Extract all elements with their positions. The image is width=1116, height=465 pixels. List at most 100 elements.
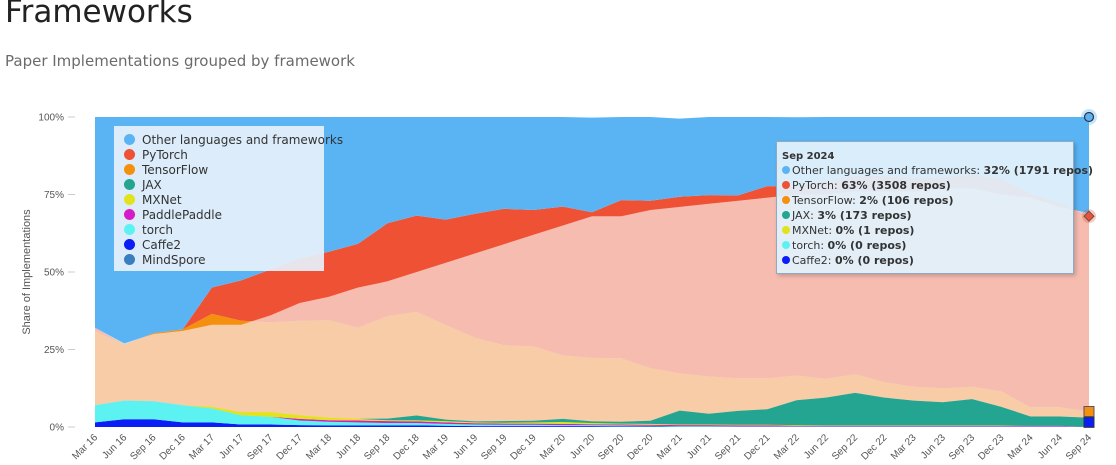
x-tick-label: Dec 18 — [392, 432, 422, 462]
legend-label: TensorFlow — [142, 163, 209, 177]
tooltip-row: Other languages and frameworks: 32% (179… — [782, 164, 1093, 177]
legend-swatch — [124, 254, 135, 265]
tooltip-row: TensorFlow: 2% (106 repos) — [782, 194, 954, 207]
x-tick-label: Mar 22 — [772, 432, 802, 462]
tooltip-row: PyTorch: 63% (3508 repos) — [782, 179, 951, 192]
x-tick-label: Dec 16 — [158, 432, 188, 462]
legend-item[interactable]: Other languages and frameworks — [124, 133, 343, 148]
x-tick-label: Jun 16 — [100, 432, 129, 461]
x-tick-label: Jun 19 — [451, 432, 480, 461]
tooltip-label: TensorFlow: — [792, 194, 860, 207]
x-tick-label: Sep 22 — [830, 432, 860, 462]
legend-item[interactable]: MindSpore — [124, 253, 206, 268]
y-tick-label: 75% — [44, 190, 64, 201]
legend-label: JAX — [142, 178, 162, 192]
x-tick-label: Dec 23 — [976, 432, 1006, 462]
legend-swatch — [124, 194, 135, 205]
marker-pytorch — [1083, 210, 1095, 222]
legend-swatch — [124, 179, 135, 190]
legend-item[interactable]: PyTorch — [124, 148, 188, 163]
x-tick-label: Jun 18 — [334, 432, 363, 461]
tooltip-header: Sep 2024 — [782, 151, 835, 162]
x-tick-label: Sep 17 — [245, 432, 275, 462]
x-tick-label: Mar 24 — [1006, 432, 1036, 462]
y-tick-label: 25% — [44, 345, 64, 356]
y-axis-label: Share of Implementations — [21, 209, 33, 335]
legend-label: MindSpore — [142, 253, 206, 267]
tooltip-label: Caffe2: — [792, 254, 835, 267]
tooltip-label: torch: — [792, 239, 828, 252]
legend-item[interactable]: TensorFlow — [124, 163, 208, 178]
tooltip-value: 0% (0 repos) — [834, 254, 914, 267]
legend-swatch — [124, 239, 135, 250]
legend-swatch — [124, 224, 135, 235]
tooltip-swatch — [782, 196, 790, 204]
legend-label: Other languages and frameworks — [142, 133, 344, 147]
legend-label: Caffe2 — [142, 238, 182, 252]
legend-label: MXNet — [142, 193, 182, 207]
legend-swatch — [124, 164, 135, 175]
x-tick-label: Sep 18 — [362, 432, 392, 462]
x-tick-label: Mar 20 — [538, 432, 568, 462]
legend-item[interactable]: JAX — [124, 178, 162, 193]
tooltip-label: Other languages and frameworks: — [792, 164, 984, 177]
tooltip-value: 3% (173 repos) — [817, 209, 912, 222]
tooltip-swatch — [782, 256, 790, 264]
legend-swatch — [124, 134, 135, 145]
area-top-caffe2 — [95, 419, 1089, 427]
page-title: Frameworks — [5, 0, 193, 30]
legend-label: PyTorch — [142, 148, 188, 162]
x-tick-label: Jun 20 — [568, 432, 597, 461]
page-subtitle: Paper Implementations grouped by framewo… — [5, 52, 355, 70]
x-tick-label: Mar 16 — [70, 432, 100, 462]
y-axis: 0% 25% 50% 75% 100% — [38, 113, 75, 434]
x-tick-label: Sep 16 — [128, 432, 158, 462]
tooltip-value: 0% (1 repos) — [835, 224, 915, 237]
legend-item[interactable]: Caffe2 — [124, 238, 181, 253]
legend-label: torch — [142, 223, 173, 237]
x-tick-label: Dec 17 — [275, 432, 305, 462]
x-tick-label: Jun 21 — [685, 432, 714, 461]
x-axis: Mar 16 Jun 16 Sep 16 Dec 16 Mar 17 Jun 17 Sep … — [70, 432, 1094, 463]
area-top-paddlepaddle — [95, 400, 1089, 427]
hover-markers — [1081, 109, 1097, 428]
legend-label: PaddlePaddle — [142, 208, 223, 222]
tooltip-row: torch: 0% (0 repos) — [782, 239, 906, 252]
x-tick-label: Sep 19 — [479, 432, 509, 462]
legend-item[interactable]: MXNet — [124, 193, 182, 208]
x-tick-label: Sep 20 — [596, 432, 626, 462]
tooltip-value: 32% (1791 repos) — [983, 164, 1094, 177]
x-tick-label: Dec 20 — [625, 432, 655, 462]
x-tick-label: Sep 23 — [947, 432, 977, 462]
tooltip-swatch — [782, 211, 790, 219]
tooltip-swatch — [782, 241, 790, 249]
legend-swatch — [124, 209, 135, 220]
tooltip-label: JAX: — [792, 209, 818, 222]
x-tick-label: Jun 17 — [217, 432, 246, 461]
x-tick-label: Mar 23 — [889, 432, 919, 462]
x-tick-label: Dec 22 — [859, 432, 889, 462]
legend-swatch — [124, 149, 135, 160]
tooltip-label: MXNet: — [792, 224, 836, 237]
chart-tooltip: Sep 2024 Other languages and frameworks:… — [776, 141, 1093, 274]
tooltip-row: JAX: 3% (173 repos) — [782, 209, 912, 222]
x-tick-label: Sep 24 — [1064, 432, 1094, 462]
x-tick-label: Mar 17 — [187, 432, 217, 462]
marker-caffe2 — [1083, 416, 1095, 428]
x-tick-label: Sep 21 — [713, 432, 743, 462]
tooltip-swatch — [782, 226, 790, 234]
tooltip-swatch — [782, 166, 790, 174]
legend-item[interactable]: PaddlePaddle — [124, 208, 222, 223]
x-tick-label: Mar 19 — [421, 432, 451, 462]
x-tick-label: Mar 21 — [655, 432, 685, 462]
x-tick-label: Jun 23 — [919, 432, 948, 461]
tooltip-value: 0% (0 repos) — [827, 239, 907, 252]
area-top-jax — [95, 392, 1089, 427]
x-tick-label: Dec 21 — [742, 432, 772, 462]
y-tick-label: 0% — [50, 423, 65, 434]
x-tick-label: Jun 22 — [802, 432, 831, 461]
tooltip-swatch — [782, 181, 790, 189]
tooltip-value: 2% (106 repos) — [859, 194, 954, 207]
tooltip-row: MXNet: 0% (1 repos) — [782, 224, 914, 237]
legend-item[interactable]: torch — [124, 223, 173, 238]
